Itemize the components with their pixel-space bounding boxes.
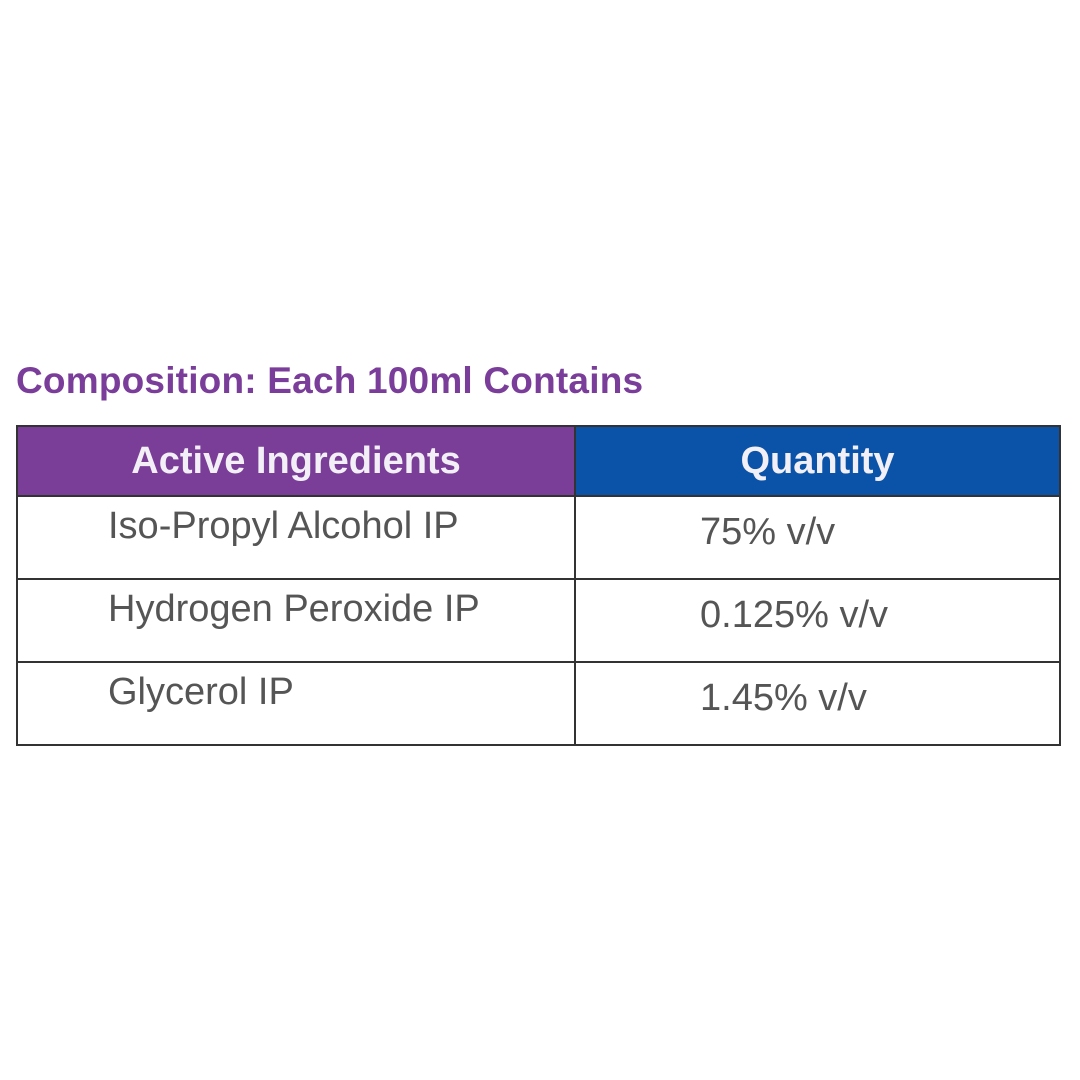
quantity-cell: 1.45% v/v <box>574 661 1061 746</box>
ingredient-cell: Iso-Propyl Alcohol IP <box>16 495 576 580</box>
composition-table: Active Ingredients Quantity Iso-Propyl A… <box>16 425 1061 746</box>
quantity-cell: 75% v/v <box>574 495 1061 580</box>
table-row: Hydrogen Peroxide IP 0.125% v/v <box>16 578 1061 663</box>
composition-title: Composition: Each 100ml Contains <box>16 360 644 401</box>
table-header-row: Active Ingredients Quantity <box>16 425 1061 497</box>
ingredient-cell: Glycerol IP <box>16 661 576 746</box>
header-quantity: Quantity <box>574 425 1061 497</box>
table-row: Iso-Propyl Alcohol IP 75% v/v <box>16 495 1061 580</box>
table-row: Glycerol IP 1.45% v/v <box>16 661 1061 746</box>
ingredient-cell: Hydrogen Peroxide IP <box>16 578 576 663</box>
quantity-cell: 0.125% v/v <box>574 578 1061 663</box>
header-active-ingredients: Active Ingredients <box>16 425 576 497</box>
